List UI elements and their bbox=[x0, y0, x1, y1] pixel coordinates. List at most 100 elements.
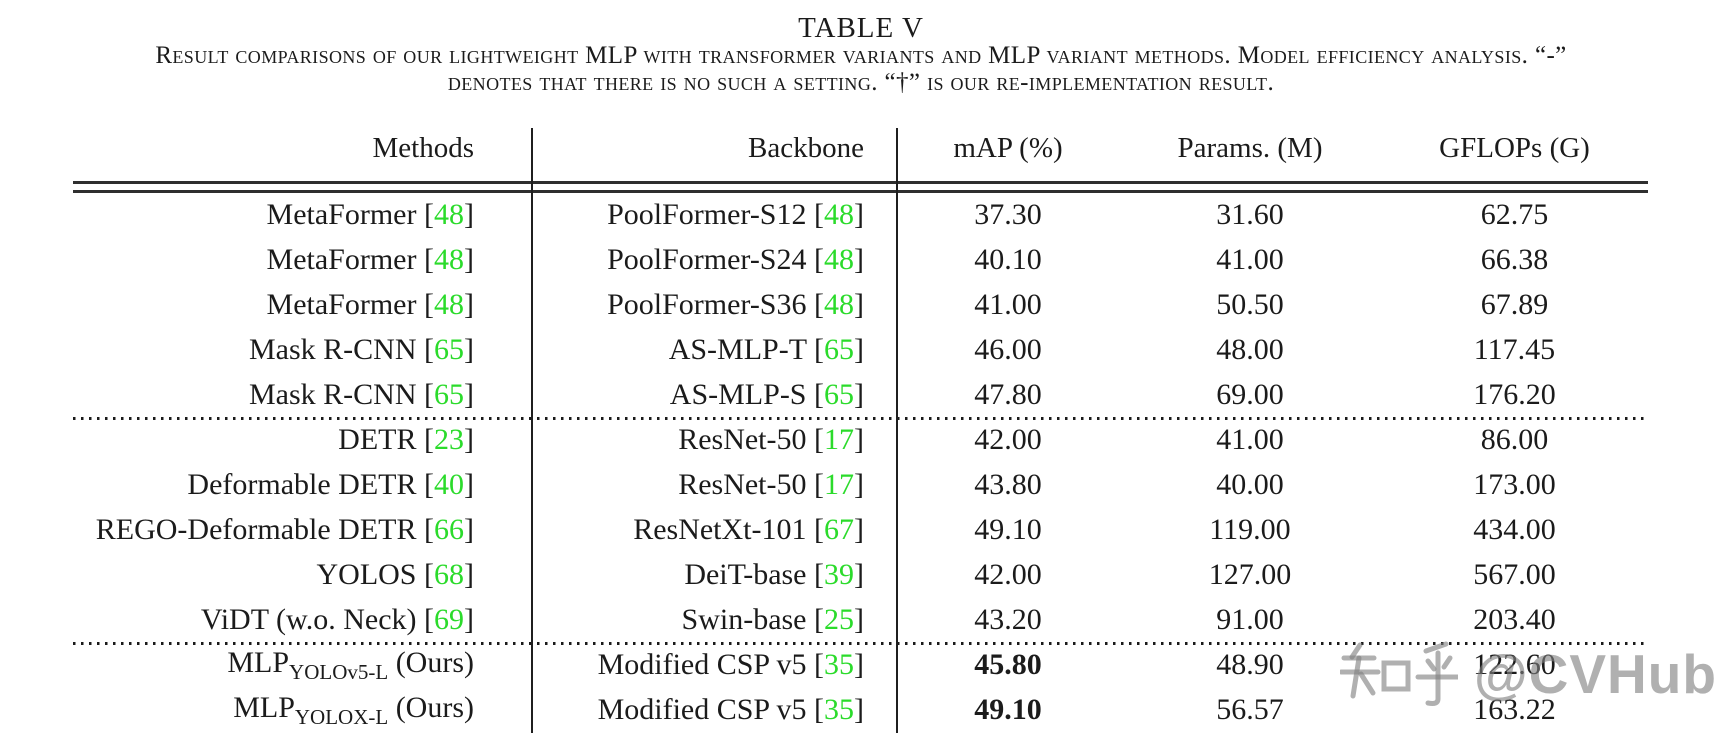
backbone-cell: AS-MLP-T [65] bbox=[668, 333, 864, 366]
citation-number: 17 bbox=[824, 423, 854, 456]
header-double-rule-top bbox=[73, 181, 1648, 184]
column-header-map: mAP (%) bbox=[953, 132, 1063, 164]
citation-number: 48 bbox=[824, 198, 854, 231]
method-cell: MetaFormer [48] bbox=[266, 288, 474, 321]
table-row: MetaFormer [48] PoolFormer-S24 [48] 40.10 4… bbox=[73, 238, 1648, 283]
table-body: MetaFormer [48] PoolFormer-S12 [48] 37.30 3… bbox=[73, 193, 1648, 733]
map-cell: 37.30 bbox=[974, 198, 1042, 231]
method-cell: Mask R-CNN [65] bbox=[248, 333, 474, 366]
gflops-cell: 434.00 bbox=[1473, 513, 1556, 546]
method-cell: YOLOS [68] bbox=[316, 558, 474, 591]
citation-number: 68 bbox=[434, 558, 464, 591]
gflops-cell: 567.00 bbox=[1473, 558, 1556, 591]
backbone-cell: Modified CSP v5 [35] bbox=[597, 648, 864, 681]
method-cell: DETR [23] bbox=[338, 423, 474, 456]
table-row: MLPYOLOX-L (Ours) Modified CSP v5 [35] 49.… bbox=[73, 688, 1648, 733]
params-cell: 69.00 bbox=[1216, 378, 1284, 411]
citation-number: 17 bbox=[824, 468, 854, 501]
map-cell: 49.10 bbox=[974, 513, 1042, 546]
column-header-params: Params. (M) bbox=[1177, 132, 1323, 164]
gflops-cell: 67.89 bbox=[1480, 288, 1549, 321]
backbone-cell: PoolFormer-S24 [48] bbox=[607, 243, 864, 276]
table-row: ViDT (w.o. Neck) [69] Swin-base [25] 43.20… bbox=[73, 598, 1648, 643]
gflops-cell: 122.60 bbox=[1473, 648, 1556, 681]
table-row: Mask R-CNN [65] AS-MLP-S [65] 47.80 69.00 17… bbox=[73, 373, 1648, 418]
params-cell: 41.00 bbox=[1216, 243, 1284, 276]
backbone-cell: AS-MLP-S [65] bbox=[669, 378, 864, 411]
table-title: TABLE V bbox=[798, 12, 924, 44]
column-header-backbone: Backbone bbox=[748, 132, 864, 164]
column-header-gflops: GFLOPs (G) bbox=[1439, 132, 1590, 164]
method-cell: MetaFormer [48] bbox=[266, 198, 474, 231]
map-cell: 46.00 bbox=[974, 333, 1042, 366]
params-cell: 50.50 bbox=[1216, 288, 1284, 321]
backbone-cell: DeiT-base [39] bbox=[684, 558, 864, 591]
gflops-cell: 62.75 bbox=[1480, 198, 1549, 231]
citation-number: 65 bbox=[824, 333, 854, 366]
method-cell: MetaFormer [48] bbox=[266, 243, 474, 276]
section-divider-dotted-1 bbox=[73, 417, 1648, 420]
table-row: MetaFormer [48] PoolFormer-S36 [48] 41.00 5… bbox=[73, 283, 1648, 328]
table-row: DETR [23] ResNet-50 [17] 42.00 41.00 86.00 bbox=[73, 418, 1648, 463]
column-header-methods: Methods bbox=[372, 132, 475, 164]
results-table: Methods Backbone mAP (%) Params. (M) GFL… bbox=[73, 128, 1648, 733]
map-cell: 41.00 bbox=[974, 288, 1042, 321]
map-cell: 49.10 bbox=[974, 693, 1042, 726]
table-row: Deformable DETR [40] ResNet-50 [17] 43.80 4… bbox=[73, 463, 1648, 508]
column-divider-1 bbox=[531, 128, 533, 733]
map-cell: 40.10 bbox=[974, 243, 1042, 276]
backbone-cell: ResNet-50 [17] bbox=[678, 468, 864, 501]
params-cell: 127.00 bbox=[1208, 558, 1292, 591]
table-caption-line1: Result comparisons of our lightweight ML… bbox=[155, 42, 1567, 69]
citation-number: 65 bbox=[434, 333, 464, 366]
citation-number: 48 bbox=[434, 288, 464, 321]
citation-number: 48 bbox=[824, 243, 854, 276]
params-cell: 56.57 bbox=[1216, 693, 1284, 726]
method-cell: MLPYOLOX-L (Ours) bbox=[233, 690, 474, 729]
map-cell: 43.20 bbox=[974, 603, 1042, 636]
gflops-cell: 117.45 bbox=[1473, 333, 1556, 366]
method-cell: ViDT (w.o. Neck) [69] bbox=[200, 603, 474, 636]
params-cell: 48.90 bbox=[1216, 648, 1284, 681]
gflops-cell: 66.38 bbox=[1480, 243, 1549, 276]
params-cell: 119.00 bbox=[1209, 513, 1291, 546]
citation-number: 66 bbox=[434, 513, 464, 546]
params-cell: 41.00 bbox=[1216, 423, 1284, 456]
gflops-cell: 203.40 bbox=[1473, 603, 1556, 636]
citation-number: 65 bbox=[434, 378, 464, 411]
citation-number: 40 bbox=[434, 468, 464, 501]
citation-number: 23 bbox=[434, 423, 464, 456]
gflops-cell: 86.00 bbox=[1480, 423, 1549, 456]
citation-number: 35 bbox=[824, 648, 854, 681]
backbone-cell: PoolFormer-S36 [48] bbox=[607, 288, 864, 321]
map-cell: 45.80 bbox=[974, 648, 1042, 681]
column-divider-2 bbox=[896, 128, 898, 733]
backbone-cell: ResNetXt-101 [67] bbox=[633, 513, 864, 546]
citation-number: 48 bbox=[434, 198, 464, 231]
map-cell: 42.00 bbox=[974, 423, 1042, 456]
gflops-cell: 173.00 bbox=[1473, 468, 1556, 501]
table-header-row: Methods Backbone mAP (%) Params. (M) GFL… bbox=[73, 128, 1648, 169]
method-cell: REGO-Deformable DETR [66] bbox=[95, 513, 474, 546]
method-cell: Deformable DETR [40] bbox=[187, 468, 474, 501]
table-row: YOLOS [68] DeiT-base [39] 42.00 127.00 567.0… bbox=[73, 553, 1648, 598]
citation-number: 69 bbox=[434, 603, 464, 636]
citation-number: 48 bbox=[434, 243, 464, 276]
table-row: Mask R-CNN [65] AS-MLP-T [65] 46.00 48.00 11… bbox=[73, 328, 1648, 373]
map-cell: 47.80 bbox=[974, 378, 1042, 411]
header-double-rule-bottom bbox=[73, 190, 1648, 193]
map-cell: 42.00 bbox=[974, 558, 1042, 591]
citation-number: 67 bbox=[824, 513, 854, 546]
backbone-cell: Modified CSP v5 [35] bbox=[597, 693, 864, 726]
gflops-cell: 163.22 bbox=[1473, 693, 1556, 726]
backbone-cell: Swin-base [25] bbox=[681, 603, 864, 636]
citation-number: 48 bbox=[824, 288, 854, 321]
section-divider-dotted-2 bbox=[73, 642, 1648, 645]
table-row: MLPYOLOv5-L (Ours) Modified CSP v5 [35] 45… bbox=[73, 643, 1648, 688]
citation-number: 35 bbox=[824, 693, 854, 726]
backbone-cell: ResNet-50 [17] bbox=[678, 423, 864, 456]
citation-number: 39 bbox=[824, 558, 854, 591]
backbone-cell: PoolFormer-S12 [48] bbox=[607, 198, 864, 231]
params-cell: 31.60 bbox=[1216, 198, 1284, 231]
params-cell: 48.00 bbox=[1216, 333, 1284, 366]
